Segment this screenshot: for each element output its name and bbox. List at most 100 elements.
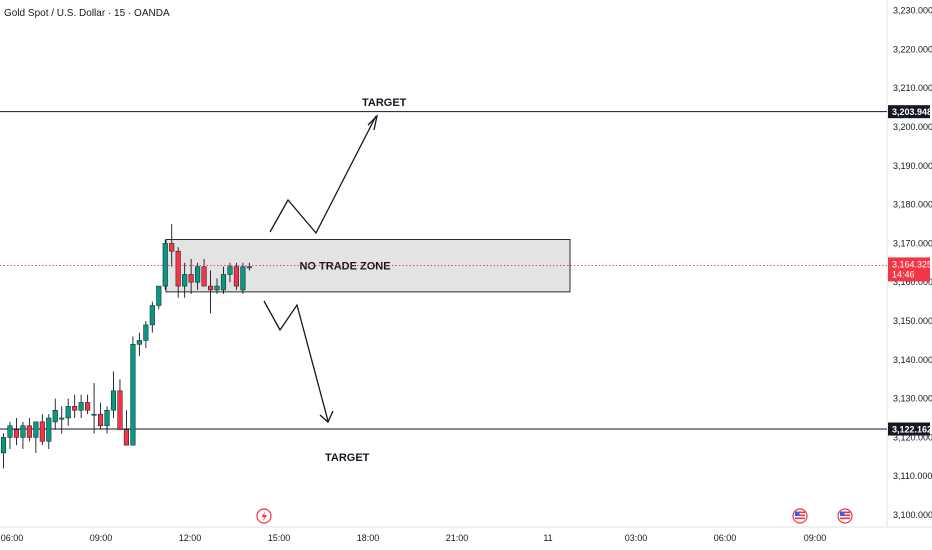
us-flag-icon[interactable] [792,508,808,524]
candle-body [240,266,246,291]
candle [7,421,13,450]
price-tick-label: 3,170.000 [893,238,932,248]
current-price-badge[interactable] [888,257,930,282]
candle [117,379,123,430]
price-tick-label: 3,210.000 [893,83,932,93]
candle [227,262,233,283]
candle [233,262,239,290]
candle-body [188,274,194,283]
lightning-icon[interactable] [256,508,272,524]
candle [20,421,26,450]
price-axis[interactable]: 3,230.000 3,220.000 3,210.000 3,200.000 3,19… [893,6,932,520]
candle-body [59,417,65,420]
downward-path-arrow[interactable] [263,300,329,422]
candle-body [123,429,129,446]
no-trade-zone[interactable]: NO TRADE ZONE [165,239,571,293]
candle-body [156,285,162,306]
price-tick-label: 3,200.000 [893,122,932,132]
candle [65,398,71,426]
target-down-label: TARGET [325,452,370,464]
us-flag-icon[interactable] [837,508,853,524]
candle [123,410,129,446]
candle [78,394,84,418]
candle [104,406,110,434]
candle-body [85,402,91,411]
candle-body [91,413,97,416]
candle [26,418,32,442]
candle-body [65,406,71,419]
price-tick-label: 3,160.000 [893,277,932,287]
candle [207,270,214,314]
candle [182,262,188,298]
candle-body [195,266,201,283]
candle [39,414,45,446]
down-arrow-head [319,410,334,424]
candle-body [26,425,32,438]
candle [59,406,65,434]
candle [91,383,97,434]
candle-body [98,413,104,427]
countdown-label: 14:46 [892,269,915,279]
price-tick-label: 3,110.000 [893,471,932,481]
candle [72,394,78,418]
time-tick-label: 21:00 [446,533,469,543]
candle [0,433,7,469]
price-tick-label: 3,150.000 [893,316,932,326]
candle [162,239,168,290]
candle-body [52,409,58,423]
candle [246,262,252,271]
time-axis[interactable]: 06:00 09:00 12:00 15:00 18:00 21:00 11 03:00 06:… [1,533,827,543]
time-tick-label: 11 [543,533,552,543]
candle-body [72,406,78,411]
candle-body [13,429,19,438]
price-tick-label: 3,190.000 [893,161,932,171]
chart-title: Gold Spot / U.S. Dollar · 15 · OANDA [4,8,170,19]
candlesticks [0,224,252,469]
candle-body [227,266,233,275]
time-tick-label: 09:00 [804,533,827,543]
price-tick-label: 3,230.000 [893,6,932,16]
upward-path-arrow[interactable] [269,115,377,235]
time-tick-label: 06:00 [1,533,24,543]
candle-body [214,285,220,291]
time-tick-label: 06:00 [714,533,737,543]
candle-body [143,324,149,341]
candle [169,224,175,267]
candle [240,262,246,294]
up-arrow-head [367,113,379,131]
candle-body [117,390,123,430]
level-price-badge [888,105,930,119]
candle [175,247,181,298]
candle-body [46,417,52,442]
candle-body [110,390,117,411]
price-tick-label: 3,180.000 [893,200,932,210]
target-up-label: TARGET [362,97,407,109]
level-price-badge [888,422,930,436]
candle [156,285,162,310]
candle [85,394,91,415]
candle-body [104,409,110,427]
price-tick-label: 3,100.000 [893,510,932,520]
candle [143,321,149,349]
candle [195,262,201,290]
price-tick-label: 3,220.000 [893,44,932,54]
zone-label: NO TRADE ZONE [299,261,390,273]
candle-body [33,421,39,438]
candle-body [130,344,136,446]
candle-body [136,340,142,345]
candle-body [220,274,227,291]
time-tick-label: 03:00 [625,533,648,543]
time-tick-label: 15:00 [268,533,291,543]
candle [46,414,52,450]
candle-body [201,266,207,287]
candle [149,301,155,333]
target-levels[interactable]: 3,203.948 3,122.162 [0,105,932,436]
candle [201,258,207,287]
candle [52,398,58,430]
current-price-label: 3,164.325 [892,259,932,269]
time-tick-label: 12:00 [179,533,202,543]
candle-body [207,285,214,291]
time-tick-label: 18:00 [357,533,380,543]
